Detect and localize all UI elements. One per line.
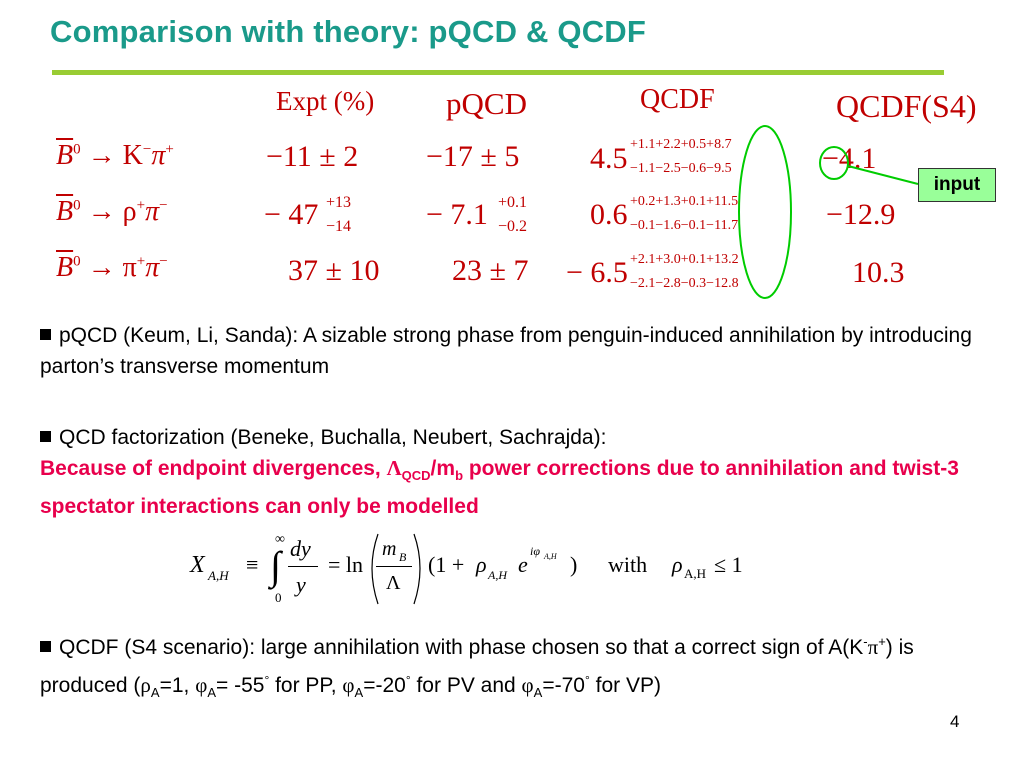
expt-row-2-upper: +13 (326, 194, 352, 211)
page-number: 4 (950, 712, 960, 731)
header-qcdf-s4: QCDF(S4) (836, 88, 977, 124)
input-label-box: input (918, 168, 996, 202)
qcdf-row-1-upper: +1.1+2.2+0.5+8.7 (630, 137, 732, 152)
pqcd-row-2-upper: +0.1 (498, 194, 528, 211)
ellipse-last-term (738, 125, 792, 299)
slide-title: Comparison with theory: pQCD & QCDF (50, 14, 646, 49)
qcdf-row-2-upper: +0.2+1.3+0.1+11.5 (630, 194, 739, 209)
expt-row-2: − 47 (264, 198, 319, 231)
header-pqcd: pQCD (446, 86, 527, 121)
qcdf-row-2-lower: −0.1−1.6−0.1−11.7 (630, 218, 739, 233)
qcdf-row-1-lower: −1.1−2.5−0.6−9.5 (630, 161, 732, 176)
qcdf-row-3-lower: −2.1−2.8−0.3−12.8 (630, 276, 739, 291)
s4-row-3: 10.3 (852, 256, 905, 289)
s4-row-2: −12.9 (826, 198, 896, 231)
bullet-square-icon (40, 431, 51, 442)
process-row-1: B0 → K−π+ (56, 140, 174, 171)
big-parens (371, 533, 421, 605)
qcdf-row-3-upper: +2.1+3.0+0.1+13.2 (630, 252, 739, 267)
pqcd-row-3: 23 ± 7 (452, 254, 529, 287)
bullet-qcdf: QCD factorization (Beneke, Buchalla, Neu… (40, 426, 959, 519)
formula-annihilation: X A,H ≡ ∞ ∫ 0 dy y = ln m B Λ (1 + ρ A,H… (186, 530, 786, 610)
qcdf-row-1: 4.5 (590, 142, 628, 175)
qcdf-row-3: − 6.5 (566, 256, 628, 289)
pqcd-row-2: − 7.1 (426, 198, 488, 231)
expt-row-1: −11 ± 2 (266, 140, 359, 173)
bullet-square-icon (40, 329, 51, 340)
bullet-square-icon (40, 641, 51, 652)
fraction-bar-1 (288, 566, 318, 567)
process-row-3: B0 → π+π− (56, 252, 168, 283)
header-expt: Expt (%) (276, 86, 375, 116)
process-row-2: B0 → ρ+π− (56, 196, 168, 227)
header-qcdf: QCDF (640, 84, 715, 115)
pqcd-row-1: −17 ± 5 (426, 140, 520, 173)
expt-row-2-lower: −14 (326, 218, 352, 235)
qcdf-row-2: 0.6 (590, 198, 628, 231)
s4-row-1: −4.1 (822, 142, 877, 175)
bullet-pqcd: pQCD (Keum, Li, Sanda): A sizable strong… (40, 324, 972, 378)
pqcd-row-2-lower: −0.2 (498, 218, 528, 235)
expt-row-3: 37 ± 10 (288, 254, 380, 287)
bullet-qcdf-s4: QCDF (S4 scenario): large annihilation w… (40, 634, 914, 701)
fraction-bar-2 (376, 566, 412, 567)
title-underline (52, 70, 944, 75)
